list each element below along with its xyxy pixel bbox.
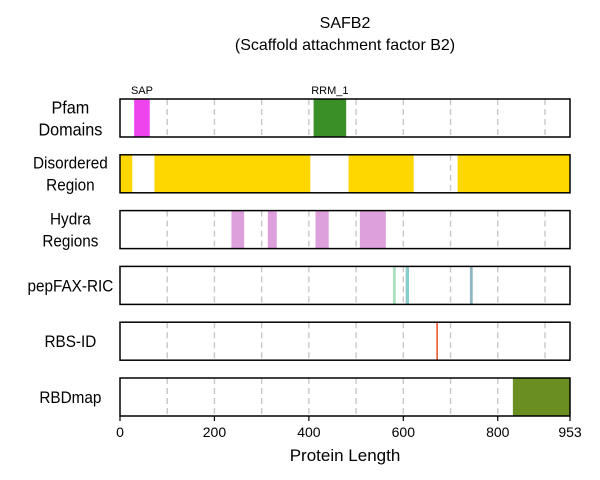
segment-disordered xyxy=(120,154,133,193)
chart-title: SAFB2 xyxy=(320,15,371,32)
segment-pepfax xyxy=(405,266,409,305)
segment-rbdmap xyxy=(512,378,570,416)
segment-pfam xyxy=(134,99,150,137)
track-frame xyxy=(119,209,571,250)
segment-rbsid xyxy=(436,322,438,361)
x-tick-label: 400 xyxy=(297,424,321,440)
track-hydra: Hydra Regions xyxy=(42,209,571,251)
track-label: Domains xyxy=(38,120,102,140)
track-label: Regions xyxy=(42,232,98,251)
chart-subtitle: (Scaffold attachment factor B2) xyxy=(235,37,455,54)
segment-hydra xyxy=(267,210,277,249)
track-frame xyxy=(119,377,571,417)
segment-hydra xyxy=(359,210,386,249)
x-tick-label: 0 xyxy=(116,424,124,440)
track-frame xyxy=(119,154,571,194)
track-frame xyxy=(119,265,571,306)
segment-label: RRM_1 xyxy=(311,85,348,97)
track-disordered: Disordered Region xyxy=(33,154,571,195)
segment-pepfax xyxy=(469,266,473,305)
track-label: Region xyxy=(46,176,94,195)
track-label: Pfam xyxy=(52,98,90,118)
track-frame xyxy=(119,98,571,138)
segment-pepfax xyxy=(392,266,396,305)
x-tick-label: 800 xyxy=(486,424,510,440)
track-frame xyxy=(119,321,571,361)
track-label: Disordered xyxy=(33,154,108,173)
track-rbsid: RBS-ID xyxy=(44,321,571,361)
track-label: Hydra xyxy=(50,210,91,229)
track-label: pepFAX-RIC xyxy=(27,277,113,296)
x-axis-label: Protein Length xyxy=(290,446,401,465)
track-pepfax: pepFAX-RIC xyxy=(27,265,571,306)
track-rbdmap: RBDmap xyxy=(39,377,571,417)
segment-pfam xyxy=(313,99,347,137)
segment-hydra xyxy=(315,210,329,249)
segment-label: SAP xyxy=(131,85,153,97)
x-tick-label: 200 xyxy=(203,424,227,440)
track-label: RBDmap xyxy=(39,388,101,407)
segment-disordered xyxy=(154,154,311,193)
x-tick-label: 953 xyxy=(558,424,582,440)
x-tick-label: 600 xyxy=(392,424,416,440)
x-axis: 0 200 400 600 800 953 xyxy=(116,416,582,440)
track-label: RBS-ID xyxy=(44,332,96,351)
segment-disordered xyxy=(348,154,414,193)
segment-disordered xyxy=(457,154,570,193)
segment-hydra xyxy=(231,210,245,249)
